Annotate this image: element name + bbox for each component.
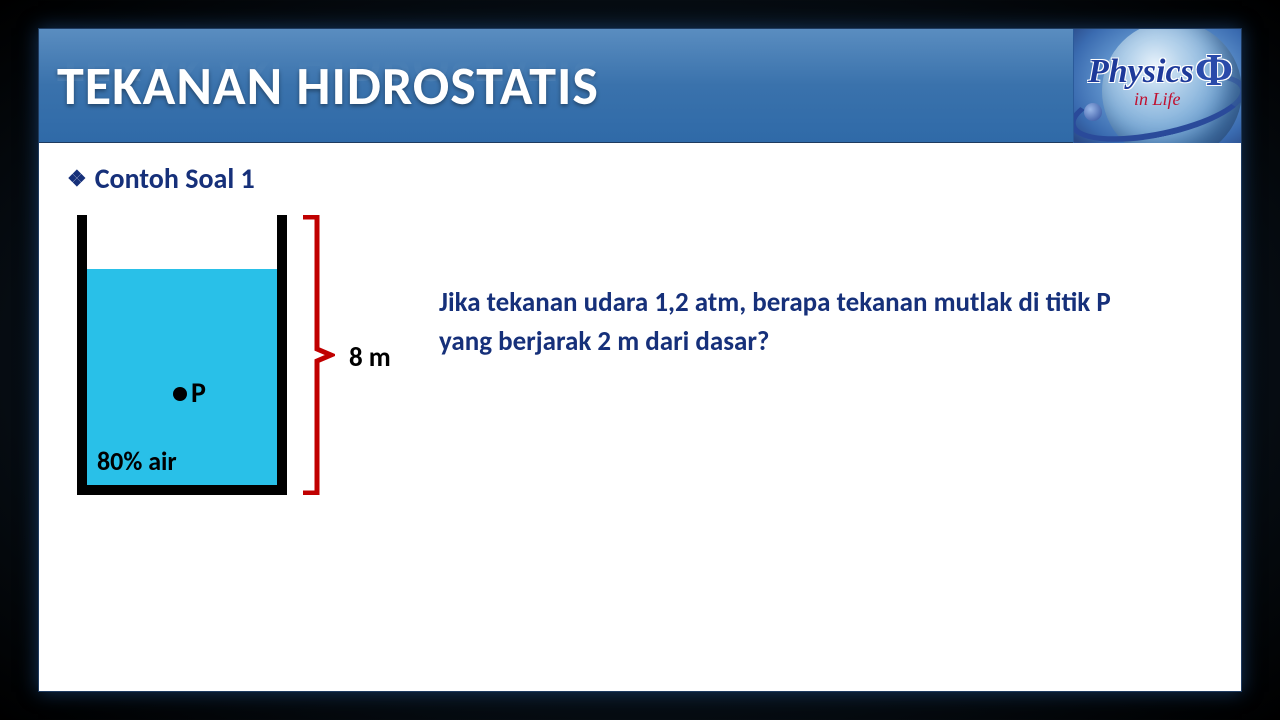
- logo: Physics in Life Φ: [1073, 29, 1241, 143]
- point-marker: [173, 387, 187, 401]
- tank-wall-bottom: [77, 485, 287, 495]
- slide: TEKANAN HIDROSTATIS TEKANAN HIDROSTATIS …: [38, 28, 1242, 692]
- height-label: 8 m: [349, 341, 391, 374]
- diamond-bullet-icon: ❖: [67, 165, 87, 192]
- tank-wall-right: [277, 215, 287, 495]
- tank-container: P 80% air: [77, 215, 287, 495]
- content-area: ❖ Contoh Soal 1 P 80% air: [39, 143, 1241, 691]
- height-bracket-icon: [299, 215, 335, 495]
- logo-subtext: in Life: [1134, 89, 1181, 110]
- point-label: P: [191, 375, 206, 410]
- phi-symbol-icon: Φ: [1195, 43, 1233, 96]
- tank-diagram: P 80% air 8 m: [67, 215, 407, 515]
- tank-wall-left: [77, 215, 87, 495]
- slide-title: TEKANAN HIDROSTATIS: [57, 53, 599, 119]
- section-heading-text: Contoh Soal 1: [95, 161, 255, 196]
- header-bar: TEKANAN HIDROSTATIS TEKANAN HIDROSTATIS …: [39, 29, 1241, 143]
- logo-text: Physics: [1088, 53, 1194, 91]
- question-text: Jika tekanan udara 1,2 atm, berapa tekan…: [439, 283, 1159, 361]
- outer-frame: TEKANAN HIDROSTATIS TEKANAN HIDROSTATIS …: [0, 0, 1280, 720]
- fill-label: 80% air: [97, 445, 177, 477]
- orbit-ball-icon: [1084, 103, 1102, 121]
- section-heading: ❖ Contoh Soal 1: [67, 161, 1213, 196]
